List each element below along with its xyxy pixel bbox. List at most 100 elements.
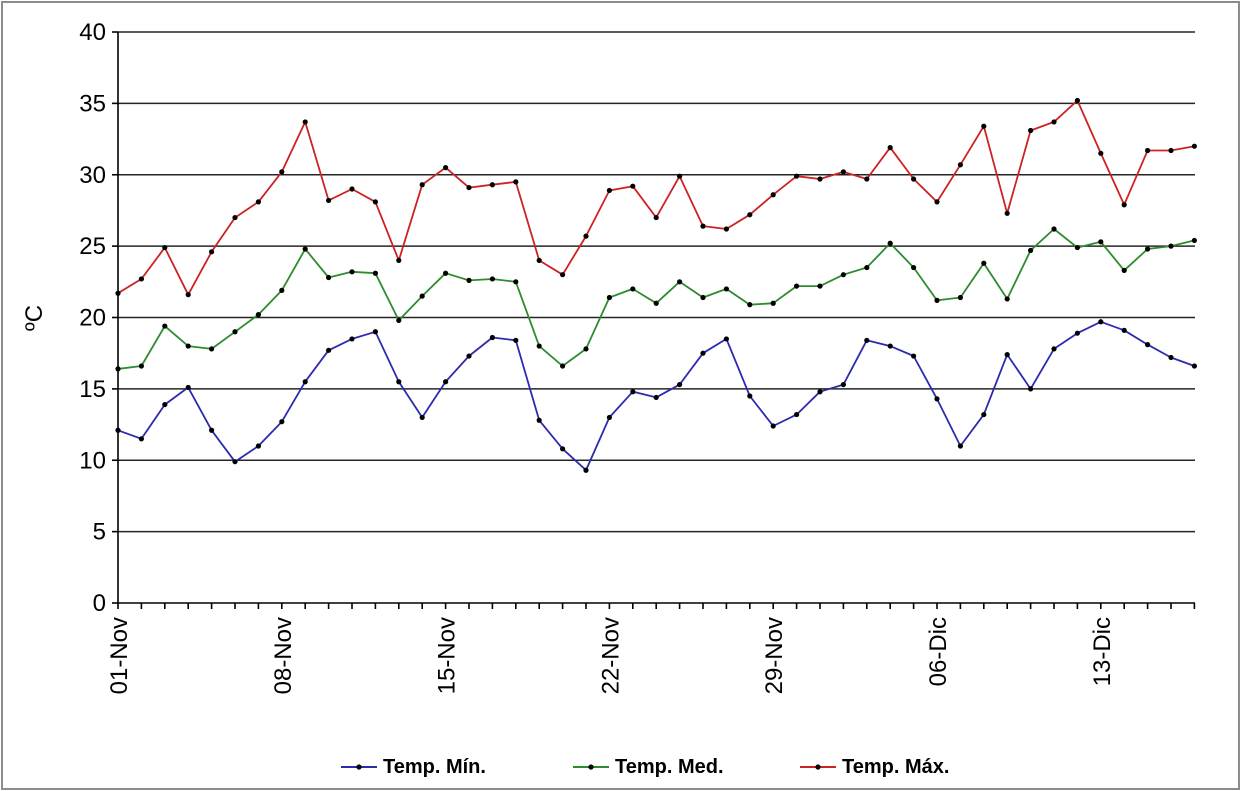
data-point	[536, 257, 542, 263]
data-point	[957, 443, 964, 449]
legend-marker	[815, 764, 821, 770]
data-point	[489, 276, 495, 282]
data-point	[1191, 143, 1197, 149]
y-tick-label: 0	[93, 590, 106, 617]
series-lines	[115, 97, 1197, 473]
data-point	[817, 176, 823, 182]
x-tick-label: 13-Dic	[1089, 617, 1116, 686]
data-point	[840, 272, 847, 278]
data-point	[606, 187, 613, 194]
data-point	[934, 396, 940, 402]
data-point	[981, 411, 987, 418]
data-point	[934, 297, 940, 303]
data-point	[817, 389, 823, 395]
data-point	[1028, 386, 1034, 392]
data-point	[677, 173, 683, 179]
data-point	[770, 300, 776, 306]
data-point	[1074, 244, 1080, 251]
legend-marker	[356, 764, 362, 770]
data-point	[630, 286, 636, 292]
data-point	[185, 292, 191, 298]
data-point	[138, 276, 144, 282]
data-point	[279, 419, 285, 425]
data-point	[840, 381, 847, 388]
data-point	[583, 467, 589, 473]
x-tick-label: 06-Dic	[925, 617, 952, 686]
data-point	[1191, 237, 1197, 244]
data-point	[817, 283, 823, 289]
data-point	[1074, 97, 1080, 104]
data-point	[302, 246, 308, 252]
data-point	[1168, 147, 1174, 154]
data-point	[794, 411, 800, 418]
y-tick-label: 5	[93, 519, 106, 546]
data-point	[489, 182, 495, 188]
data-point	[653, 214, 659, 221]
data-point	[1098, 239, 1104, 245]
data-point	[1051, 226, 1057, 232]
data-point	[887, 343, 893, 349]
data-point	[1145, 147, 1151, 154]
data-point	[700, 294, 706, 301]
data-point	[466, 277, 472, 283]
data-point	[1145, 246, 1151, 252]
data-point	[1028, 127, 1034, 134]
x-tick-label: 29-Nov	[761, 617, 788, 694]
data-point	[1098, 150, 1104, 156]
data-point	[443, 379, 449, 385]
data-point	[630, 389, 636, 395]
data-point	[957, 294, 964, 301]
data-point	[794, 173, 800, 179]
y-tick-label: 25	[79, 233, 106, 260]
data-point	[934, 199, 940, 205]
data-point	[372, 329, 378, 335]
data-point	[372, 199, 378, 205]
data-point	[209, 346, 215, 352]
data-point	[770, 192, 776, 198]
data-point	[981, 260, 987, 266]
data-point	[723, 226, 730, 232]
data-point	[700, 350, 706, 356]
data-point	[1098, 319, 1104, 325]
data-point	[1051, 346, 1057, 352]
series-1	[115, 319, 1197, 473]
data-point	[255, 199, 261, 205]
data-point	[255, 312, 261, 318]
data-point	[513, 279, 519, 285]
y-tick-label: 15	[79, 376, 106, 403]
data-point	[349, 186, 355, 192]
data-point	[115, 366, 121, 372]
y-tick-labels: 0 5 10 15 20 25 30 35 40	[79, 19, 118, 617]
data-point	[536, 343, 542, 349]
data-point	[232, 459, 238, 465]
x-tick-labels: 01-Nov 08-Nov 15-Nov 22-Nov 29-Nov 06-Dic 13-D…	[106, 603, 1196, 694]
series-2	[115, 226, 1197, 372]
y-tick-label: 10	[79, 447, 106, 474]
data-point	[887, 145, 893, 151]
data-point	[560, 446, 566, 452]
data-point	[794, 283, 800, 289]
data-point	[1074, 330, 1080, 336]
data-point	[723, 336, 730, 342]
data-point	[443, 165, 449, 171]
data-point	[115, 290, 121, 296]
data-point	[138, 363, 144, 369]
data-point	[1191, 363, 1197, 369]
data-point	[677, 381, 683, 388]
legend-label: Temp. Mín.	[383, 756, 486, 778]
data-point	[864, 264, 870, 271]
data-point	[653, 300, 659, 306]
legend-label: Temp. Máx.	[842, 756, 949, 778]
data-point	[326, 347, 332, 353]
data-point	[302, 119, 308, 125]
data-point	[1004, 210, 1010, 216]
data-point	[630, 183, 636, 189]
data-point	[443, 270, 449, 276]
data-point	[466, 184, 472, 191]
data-point	[583, 233, 589, 239]
data-point	[138, 436, 144, 442]
x-tick-label: 22-Nov	[597, 617, 624, 694]
series-3	[115, 97, 1197, 298]
x-tick-label: 15-Nov	[434, 617, 461, 694]
